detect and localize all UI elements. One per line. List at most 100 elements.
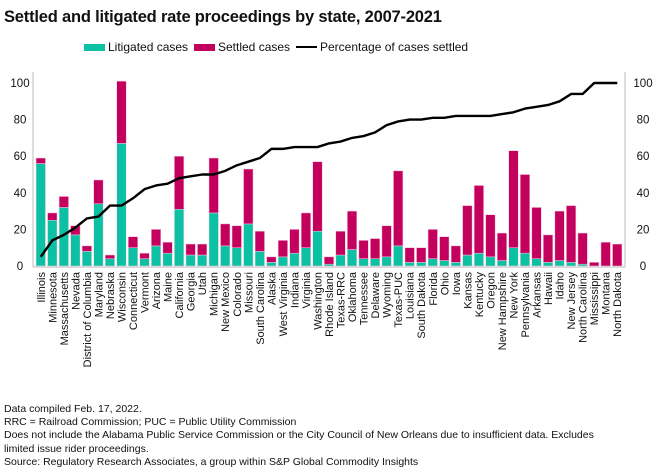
bar-settled — [266, 256, 277, 263]
bar-settled — [577, 232, 588, 265]
footer-note-exclusions-cont: limited issue rider proceedings. — [4, 442, 149, 455]
bar-litigated — [554, 260, 565, 267]
bar-litigated — [543, 262, 554, 267]
y-tick-label-left: 20 — [14, 224, 27, 236]
x-tick-label: Pennsylvania — [520, 271, 532, 337]
x-tick-label: Minnesota — [47, 271, 59, 323]
bar-settled — [473, 185, 484, 254]
bar-settled — [381, 225, 392, 258]
x-tick-label: Idaho — [555, 272, 567, 300]
footer-note-abbreviations: RRC = Railroad Commission; PUC = Public … — [4, 416, 297, 429]
bar-settled — [416, 247, 427, 263]
x-tick-label: Rhode Island — [324, 272, 336, 337]
bar-litigated — [450, 262, 461, 267]
bar-settled — [104, 254, 115, 259]
bar-settled — [174, 155, 185, 210]
bars-layer — [35, 80, 623, 267]
bar-settled — [508, 150, 519, 248]
bar-settled — [128, 236, 138, 248]
x-tick-label: West Virginia — [278, 271, 290, 336]
x-tick-label: Ohio — [439, 272, 451, 295]
x-tick-label: Wisconsin — [116, 272, 128, 322]
bar-litigated — [231, 247, 242, 267]
bar-settled — [312, 161, 323, 232]
legend-swatch-litigated — [84, 43, 105, 51]
x-tick-label: California — [174, 271, 186, 318]
x-tick-label: Colorado — [232, 272, 244, 317]
bar-litigated — [508, 247, 519, 267]
bar-settled — [543, 234, 554, 263]
x-tick-label: New York — [508, 272, 520, 319]
bar-litigated — [485, 256, 496, 267]
bar-litigated — [104, 258, 115, 267]
x-tick-label: District of Columbia — [82, 271, 94, 367]
bar-settled — [243, 168, 254, 225]
footer-note-exclusions: Does not include the Alabama Public Serv… — [4, 429, 594, 442]
x-tick-label: Maine — [163, 272, 175, 302]
x-tick-label: Louisiana — [405, 271, 417, 319]
x-tick-label: Virginia — [301, 271, 313, 308]
bar-litigated — [139, 258, 150, 267]
x-tick-label: South Carolina — [255, 271, 267, 345]
x-tick-label: North Dakota — [612, 271, 624, 337]
bar-settled — [589, 262, 600, 267]
x-tick-label: New Hampshire — [497, 272, 509, 350]
bar-litigated — [197, 254, 208, 267]
bar-litigated — [151, 245, 162, 267]
bar-litigated — [520, 252, 530, 267]
x-tick-label: Oregon — [485, 272, 497, 309]
x-tick-label: South Dakota — [416, 271, 428, 339]
bar-litigated — [289, 252, 300, 267]
legend-label-settled: Settled cases — [218, 40, 291, 54]
footer-note-date: Data compiled Feb. 17, 2022. — [4, 403, 142, 415]
bar-settled — [496, 232, 507, 261]
x-tick-label: Washington — [312, 272, 324, 330]
legend-item-litigated: Litigated cases — [84, 40, 188, 54]
bar-settled — [81, 245, 92, 252]
bar-litigated — [208, 212, 219, 267]
x-tick-label: Montana — [601, 271, 613, 315]
x-tick-label: New Mexico — [220, 272, 232, 332]
x-tick-label: Florida — [428, 271, 440, 306]
bar-settled — [289, 229, 300, 254]
bar-litigated — [496, 260, 507, 267]
bar-litigated — [439, 260, 450, 267]
bar-litigated — [220, 245, 231, 267]
x-tick-label: Connecticut — [128, 272, 140, 330]
bar-settled — [485, 214, 496, 258]
bar-settled — [277, 240, 288, 258]
y-tick-label-right: 0 — [640, 261, 646, 273]
bar-litigated — [531, 258, 542, 267]
bar-settled — [208, 157, 219, 214]
footer-notes: Data compiled Feb. 17, 2022. RRC = Railr… — [4, 403, 654, 469]
bar-litigated — [300, 247, 311, 267]
x-tick-labels: Illinois Minnesota Massachusetts Nevada Dist… — [36, 271, 624, 367]
bar-litigated — [381, 256, 392, 267]
bar-settled — [612, 243, 623, 267]
bar-settled — [151, 229, 162, 247]
x-tick-label: Arizona — [151, 271, 163, 309]
x-tick-label: Vermont — [140, 272, 152, 313]
x-tick-label: Arkansas — [532, 272, 544, 318]
x-tick-label: Georgia — [186, 271, 198, 311]
x-tick-label: Kansas — [462, 272, 474, 309]
bar-settled — [531, 207, 542, 259]
bar-litigated — [277, 256, 288, 267]
legend-label-percentage: Percentage of cases settled — [320, 40, 469, 54]
bar-settled — [335, 230, 346, 256]
y-tick-label-right: 80 — [637, 115, 650, 127]
y-tick-label-right: 100 — [633, 78, 652, 90]
bar-litigated — [243, 223, 254, 267]
bar-settled — [404, 247, 415, 263]
x-tick-label: Nevada — [70, 271, 82, 310]
x-tick-label: Wyoming — [382, 272, 394, 318]
y-tick-label-left: 40 — [14, 188, 27, 200]
bar-litigated — [358, 258, 369, 267]
legend: Litigated cases Settled cases Percentage… — [0, 40, 660, 56]
bar-settled — [450, 245, 461, 263]
footer-note-source: Source: Regulatory Research Associates, … — [4, 455, 419, 468]
x-tick-label: Tennessee — [359, 272, 371, 325]
x-tick-label: Mississippi — [589, 272, 601, 325]
bar-litigated — [416, 262, 427, 267]
legend-swatch-percentage — [296, 46, 317, 48]
